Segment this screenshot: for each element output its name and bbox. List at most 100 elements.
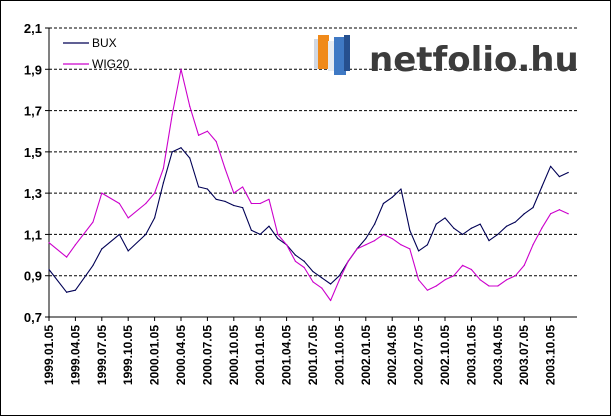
data-point-bux: [198, 186, 200, 188]
data-point-bux: [391, 196, 393, 198]
data-point-wig20: [418, 279, 420, 281]
axes: [45, 27, 577, 321]
data-point-bux: [189, 157, 191, 159]
data-point-bux: [558, 176, 561, 178]
watermark-text: netfolio.hu: [369, 40, 579, 80]
data-point-bux: [206, 188, 208, 190]
data-point-wig20: [48, 242, 50, 244]
data-point-wig20: [206, 130, 208, 132]
data-point-bux: [118, 233, 120, 236]
data-point-bux: [523, 213, 525, 215]
data-point-wig20: [145, 202, 147, 205]
data-point-wig20: [321, 287, 323, 289]
data-point-wig20: [224, 167, 226, 169]
data-point-bux: [294, 254, 296, 256]
data-point-wig20: [74, 244, 76, 246]
x-tick-label: 2002.10.05: [438, 325, 452, 385]
data-point-bux: [268, 225, 270, 227]
data-point-bux: [453, 227, 455, 229]
y-tick-label: 1,1: [24, 227, 42, 242]
x-tick-label: 2000.07.05: [200, 325, 214, 385]
x-tick-label: 2002.01.05: [359, 325, 373, 385]
data-point-wig20: [330, 299, 332, 302]
data-point-wig20: [162, 167, 164, 169]
data-point-wig20: [303, 266, 305, 269]
data-point-wig20: [523, 264, 525, 266]
data-point-bux: [224, 200, 226, 202]
data-point-wig20: [382, 233, 384, 236]
x-tick-label: 2001.07.05: [306, 325, 320, 385]
data-point-wig20: [497, 285, 499, 287]
x-tick-label: 2000.04.05: [174, 325, 188, 385]
data-point-bux: [74, 289, 76, 291]
x-tick-labels: 1999.01.05 1999.04.05 1999.07.05 1999.10.05…: [42, 325, 558, 385]
data-point-bux: [321, 277, 323, 279]
data-point-bux: [365, 237, 367, 240]
x-tick-label: 2000.10.05: [227, 325, 241, 385]
x-tick-label: 1999.04.05: [68, 325, 82, 385]
series-bux: [48, 147, 569, 293]
data-point-bux: [180, 147, 182, 149]
x-tick-label: 1999.01.05: [42, 325, 56, 385]
data-point-wig20: [233, 192, 235, 194]
data-point-bux: [338, 275, 340, 277]
data-point-bux: [154, 217, 156, 219]
data-point-wig20: [409, 248, 411, 250]
legend-item-bux: BUX: [63, 36, 117, 50]
data-point-wig20: [567, 213, 569, 215]
data-point-wig20: [180, 68, 182, 70]
series-wig20: [48, 68, 569, 302]
data-point-bux: [162, 182, 164, 184]
data-point-bux: [479, 223, 481, 225]
data-point-bux: [541, 186, 543, 188]
data-point-wig20: [541, 227, 543, 229]
legend-label-bux: BUX: [92, 36, 117, 50]
data-point-bux: [409, 229, 411, 231]
series-line-bux: [48, 147, 569, 293]
data-point-bux: [426, 244, 428, 246]
data-point-wig20: [365, 244, 367, 246]
data-point-bux: [48, 268, 50, 271]
y-tick-label: 1,7: [24, 104, 42, 119]
data-point-wig20: [215, 140, 217, 143]
data-point-wig20: [189, 105, 191, 108]
x-tick-label: 2003.07.05: [517, 325, 531, 385]
data-point-bux: [470, 227, 472, 229]
x-tick-label: 2002.07.05: [412, 325, 426, 385]
data-point-wig20: [171, 114, 173, 116]
data-point-wig20: [426, 289, 428, 291]
x-tick-label: 1999.07.05: [95, 325, 109, 385]
data-point-wig20: [356, 248, 358, 250]
gridlines: [49, 27, 577, 277]
bar-chart-logo-icon: [314, 35, 350, 75]
series-line-wig20: [48, 68, 569, 302]
data-point-bux: [233, 204, 235, 207]
data-point-bux: [66, 291, 68, 293]
x-tick-label: 1999.10.05: [121, 325, 135, 385]
data-point-bux: [101, 248, 103, 250]
data-point-wig20: [550, 213, 552, 215]
x-tick-label: 2002.04.05: [385, 325, 399, 385]
data-point-wig20: [312, 281, 314, 283]
x-tick-label: 2001.10.05: [332, 325, 346, 385]
data-point-wig20: [514, 275, 517, 277]
y-tick-label: 1,3: [24, 186, 42, 201]
data-point-bux: [382, 202, 384, 205]
data-point-bux: [127, 250, 129, 252]
series: [48, 68, 569, 302]
y-tick-labels: 0,7 0,9 1,1 1,3 1,5 1,7 1,9 2,1: [24, 21, 42, 325]
data-point-wig20: [435, 285, 437, 287]
data-point-bux: [462, 233, 464, 236]
data-point-bux: [514, 221, 517, 223]
data-point-wig20: [250, 202, 252, 205]
data-point-wig20: [391, 237, 393, 240]
data-point-wig20: [118, 202, 120, 205]
data-point-bux: [550, 165, 552, 167]
x-tick-label: 2003.10.05: [544, 325, 558, 385]
data-point-bux: [444, 217, 446, 219]
y-tick-label: 1,5: [24, 145, 42, 160]
y-tick-label: 1,9: [24, 62, 42, 77]
data-point-wig20: [127, 217, 129, 219]
